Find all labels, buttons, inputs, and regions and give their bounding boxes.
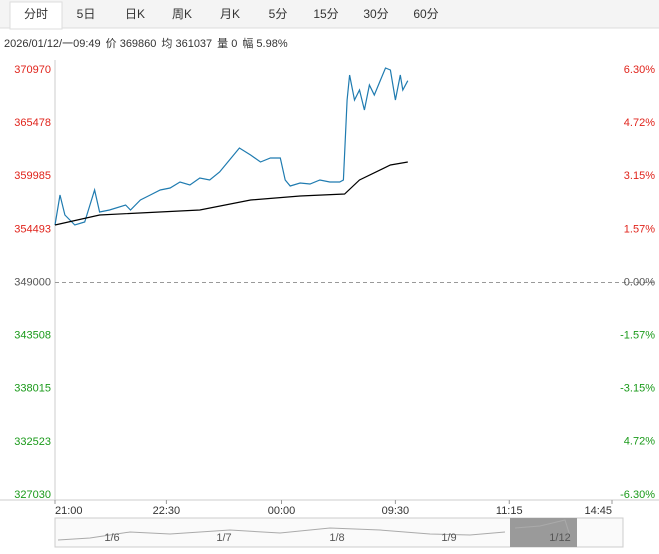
y2-tick-label: 4.72% xyxy=(624,436,655,448)
info-item: 2026/01/12/一09:49 xyxy=(4,38,101,50)
tab[interactable]: 5日 xyxy=(77,7,96,21)
y2-tick-label: 3.15% xyxy=(624,170,655,182)
navigator-label: 1/12 xyxy=(549,532,570,544)
y2-tick-label: -6.30% xyxy=(620,489,655,501)
info-item: 幅 5.98% xyxy=(242,37,287,50)
tab[interactable]: 15分 xyxy=(313,7,338,21)
y-tick-label: 332523 xyxy=(14,436,51,448)
x-tick-label: 00:00 xyxy=(268,505,296,517)
info-item: 均 361037 xyxy=(161,37,212,50)
x-tick-label: 22:30 xyxy=(153,505,181,517)
info-item: 量 0 xyxy=(217,37,237,50)
tab[interactable]: 30分 xyxy=(363,7,388,21)
tab[interactable]: 60分 xyxy=(413,7,438,21)
y-tick-label: 343508 xyxy=(14,330,51,342)
navigator-label: 1/7 xyxy=(216,532,231,544)
tab[interactable]: 月K xyxy=(220,7,240,21)
navigator-label: 1/8 xyxy=(329,532,344,544)
y2-tick-label: 4.72% xyxy=(624,117,655,129)
x-tick-label: 09:30 xyxy=(382,505,410,517)
y-tick-label: 338015 xyxy=(14,383,51,395)
y2-tick-label: 0.00% xyxy=(624,276,655,288)
y-tick-label: 359985 xyxy=(14,170,51,182)
x-tick-label: 21:00 xyxy=(55,505,83,517)
y2-tick-label: 1.57% xyxy=(624,223,655,235)
navigator-label: 1/6 xyxy=(104,532,119,544)
tab[interactable]: 日K xyxy=(125,7,145,21)
info-line: 2026/01/12/一09:49 价 369860 均 361037 量 0 幅 5.… xyxy=(4,37,288,50)
y2-tick-label: 6.30% xyxy=(624,64,655,76)
navigator-label: 1/9 xyxy=(441,532,456,544)
tab[interactable]: 分时 xyxy=(24,7,48,21)
price-line xyxy=(54,161,408,226)
tab-bar xyxy=(0,0,659,28)
navigator-line xyxy=(57,519,571,541)
x-tick-label: 11:15 xyxy=(496,505,523,517)
price-line xyxy=(54,67,409,226)
y-tick-label: 365478 xyxy=(14,117,51,129)
y-tick-label: 327030 xyxy=(14,489,51,501)
y-tick-label: 370970 xyxy=(14,64,51,76)
y2-tick-label: -3.15% xyxy=(620,383,655,395)
y-tick-label: 354493 xyxy=(14,223,51,235)
y2-tick-label: -1.57% xyxy=(620,329,655,341)
y-tick-label: 349000 xyxy=(14,276,51,288)
active-tab-bg xyxy=(9,1,63,30)
tab[interactable]: 周K xyxy=(172,7,192,21)
tab[interactable]: 5分 xyxy=(269,7,288,21)
x-tick-label: 14:45 xyxy=(584,505,612,517)
info-item: 价 369860 xyxy=(106,37,157,50)
